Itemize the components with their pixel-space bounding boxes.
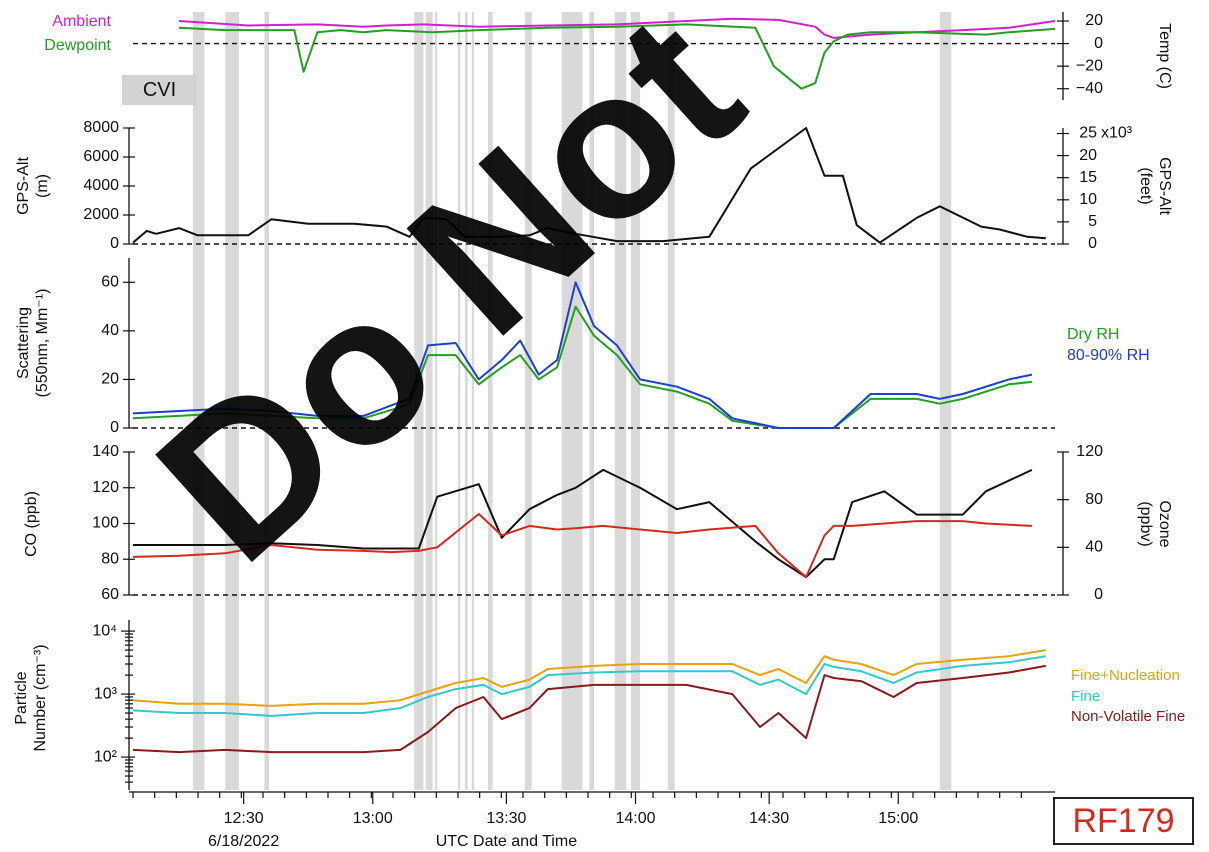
- series-line-co: [133, 468, 1033, 579]
- legend-fine-nucleation: Fine+Nucleation: [1071, 667, 1180, 684]
- cvi-label-box: CVI: [122, 75, 197, 105]
- ozone-tick-label: 80: [1085, 491, 1103, 508]
- panel-temperature: 20 0 −20 −40 Ambient Dewpoint Temp (C): [44, 12, 1173, 100]
- alt-tick-label: 8000: [83, 119, 119, 136]
- legend-ambient: Ambient: [52, 13, 111, 30]
- scat-axis-label: Scattering (550nm, Mm⁻¹): [15, 289, 51, 398]
- series-line-80-90-rh: [132, 281, 1033, 429]
- feet-multiplier: x10³: [1101, 125, 1133, 142]
- feet-axis-label: GPS-Alt(feet): [1137, 157, 1173, 215]
- feet-tick-label: 15: [1079, 169, 1097, 186]
- cvi-shading-band: [414, 12, 424, 790]
- ozone-tick-label: 0: [1094, 586, 1103, 603]
- series-line-ozone: [132, 513, 1032, 579]
- temp-tick-label: 20: [1085, 12, 1103, 29]
- legend-non-volatile-fine: Non-Volatile Fine: [1071, 708, 1185, 725]
- series-line-fine-nucleation: [132, 649, 1046, 707]
- cvi-shading-band: [524, 12, 532, 790]
- panel-particles: 10² 10³ 10⁴ Fine+Nucleation Fine Non-Volatile…: [13, 620, 1185, 790]
- legend-fine: Fine: [1071, 688, 1100, 705]
- cvi-shading-band: [667, 12, 675, 790]
- flight-id-label: RF179: [1072, 801, 1175, 840]
- legend-dewpoint: Dewpoint: [44, 37, 111, 54]
- particle-tick-label: 10²: [94, 748, 118, 765]
- cvi-shading-band: [425, 12, 433, 790]
- series-line-non-volatile-fine: [132, 664, 1046, 754]
- co-tick-label: 140: [92, 443, 119, 460]
- x-axis-label: UTC Date and Time: [436, 833, 577, 850]
- co-tick-label: 60: [101, 586, 119, 603]
- ozone-tick-label: 40: [1085, 539, 1103, 556]
- cvi-shading-band: [434, 12, 438, 790]
- time-axis: 12:30 13:00 13:30 14:00 14:30 15:00 6/18/2022 U…: [129, 791, 1055, 850]
- alt-tick-label: 0: [110, 235, 119, 252]
- panel-scattering: 0 20 40 60 Dry RH 80-90% RH Scattering (550nm, …: [15, 258, 1150, 436]
- co-tick-label: 100: [92, 515, 119, 532]
- time-tick-label: 13:00: [353, 810, 393, 827]
- temp-tick-label: 0: [1094, 35, 1103, 52]
- temp-tick-label: −40: [1076, 80, 1103, 97]
- cvi-shading-band: [939, 12, 952, 790]
- alt-tick-label: 2000: [83, 206, 119, 223]
- feet-tick-label: 20: [1079, 147, 1097, 164]
- feet-tick-label: 5: [1088, 213, 1097, 230]
- cvi-shading-band: [589, 12, 594, 790]
- time-tick-label: 13:30: [486, 810, 526, 827]
- cvi-shading-band: [264, 12, 269, 790]
- particle-axis-label: Particle Number (cm⁻³): [13, 644, 49, 751]
- alt-tick-label: 4000: [83, 177, 119, 194]
- date-label: 6/18/2022: [208, 833, 279, 850]
- cvi-shading-band: [192, 12, 205, 790]
- ozone-axis-label: Ozone(ppbv): [1137, 500, 1173, 547]
- cvi-shading-band: [614, 12, 627, 790]
- series-line-dewpoint: [179, 23, 1056, 90]
- cvi-shading-band: [630, 12, 641, 790]
- particle-tick-label: 10⁴: [92, 622, 117, 639]
- scat-tick-label: 20: [101, 371, 119, 388]
- series-line-dry-rh: [132, 305, 1033, 429]
- scat-tick-label: 60: [101, 274, 119, 291]
- scat-tick-label: 0: [110, 419, 119, 436]
- flight-id-box: RF179: [1053, 797, 1194, 845]
- time-tick-label: 15:00: [878, 810, 918, 827]
- time-tick-label: 12:30: [224, 810, 264, 827]
- feet-tick-label: 25: [1079, 125, 1097, 142]
- series-line-gps-alt: [132, 127, 1046, 244]
- co-tick-label: 80: [101, 550, 119, 567]
- watermark-text: Do Not: [114, 0, 783, 605]
- temp-tick-label: −20: [1076, 57, 1103, 74]
- panel-altitude: 0 2000 4000 6000 8000 0 5 10 15 20 25 x10³ GPS-Alt (m…: [15, 119, 1173, 252]
- legend-dry-rh: Dry RH: [1067, 326, 1119, 343]
- feet-tick-label: 10: [1079, 191, 1097, 208]
- time-tick-label: 14:00: [615, 810, 655, 827]
- temp-axis-label: Temp (C): [1156, 23, 1173, 89]
- co-axis-label: CO (ppb): [23, 491, 40, 557]
- cvi-shading-band: [487, 12, 493, 790]
- cvi-shading-band: [464, 12, 468, 790]
- scat-tick-label: 40: [101, 322, 119, 339]
- particle-tick-label: 10³: [94, 685, 118, 702]
- series-line-fine: [132, 655, 1046, 717]
- alt-axis-label: GPS-Alt (m): [15, 157, 51, 215]
- time-tick-label: 14:30: [749, 810, 789, 827]
- cvi-shading-band: [471, 12, 475, 790]
- cvi-shading-band: [458, 12, 461, 790]
- alt-tick-label: 6000: [83, 148, 119, 165]
- legend-wet-rh: 80-90% RH: [1067, 347, 1150, 364]
- ozone-tick-label: 120: [1076, 443, 1103, 460]
- cvi-label: CVI: [142, 78, 177, 101]
- feet-tick-label: 0: [1088, 235, 1097, 252]
- watermark: Do Not: [114, 0, 783, 605]
- co-tick-label: 120: [92, 479, 119, 496]
- panel-co-ozone: 60 80 100 120 140 0 40 80 120 CO (ppb) Ozone(ppbv): [23, 443, 1173, 603]
